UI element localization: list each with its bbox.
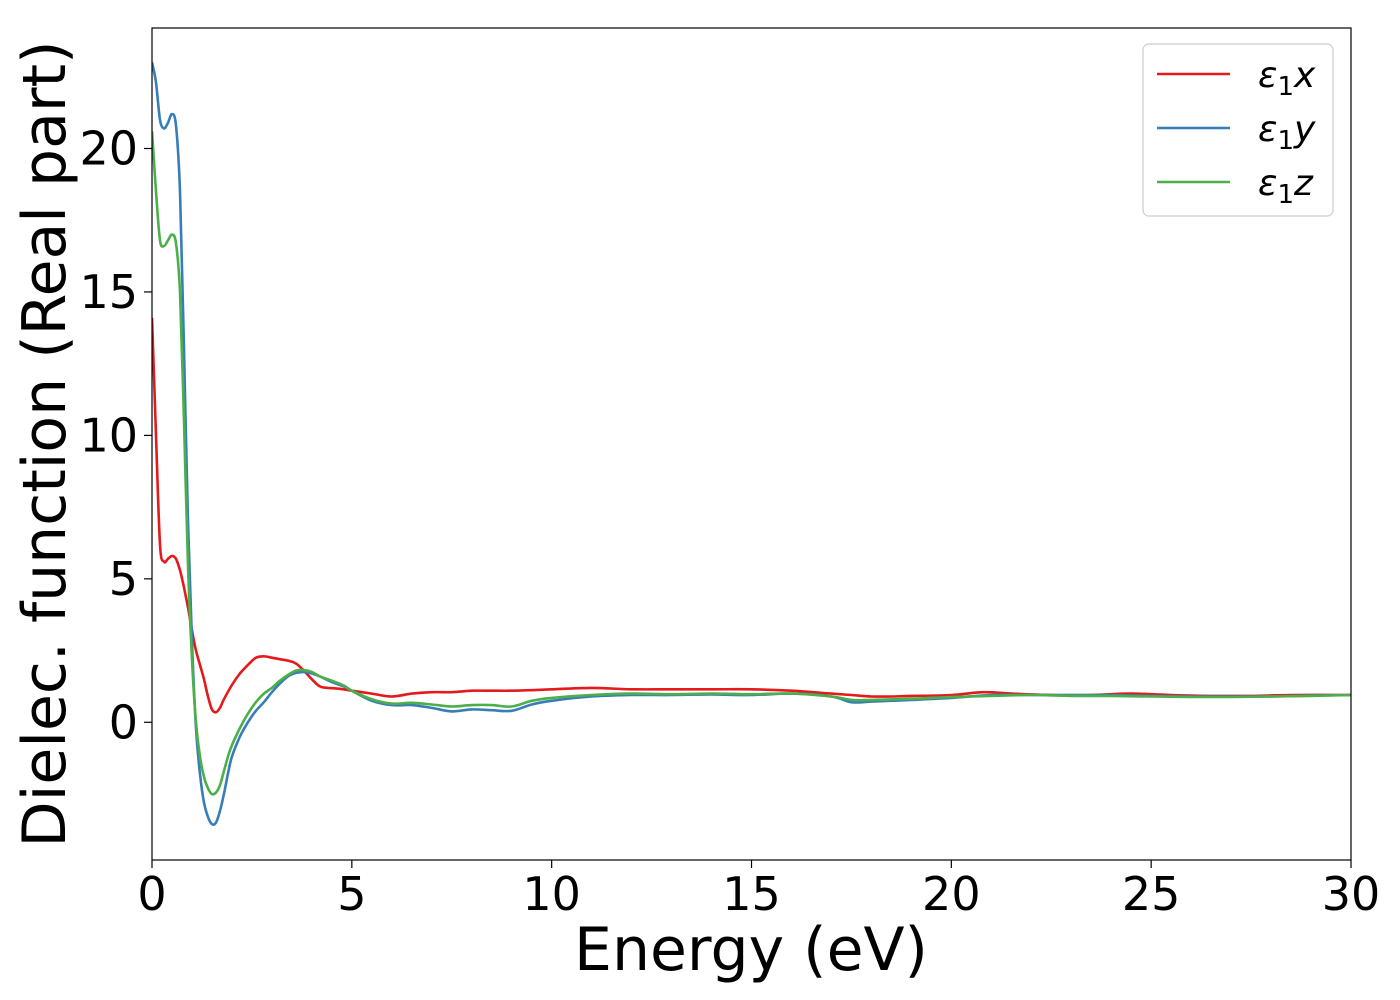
series-line-x: [152, 317, 1351, 714]
legend-label-y: ε1y: [1258, 109, 1316, 156]
x-tick-label: 30: [1322, 867, 1381, 921]
x-axis-title: Energy (eV): [574, 915, 928, 985]
legend-label-x: ε1x: [1258, 55, 1316, 102]
x-tick-label: 10: [522, 867, 581, 921]
y-tick-label: 15: [79, 265, 138, 319]
y-tick-label: 5: [109, 552, 138, 606]
y-tick-label: 20: [79, 121, 138, 175]
x-tick-label: 5: [337, 867, 366, 921]
x-tick-label: 25: [1122, 867, 1181, 921]
x-tick-label: 20: [922, 867, 981, 921]
legend-label-z: ε1z: [1258, 163, 1314, 210]
legend-component: z: [1293, 163, 1314, 204]
x-tick-label: 0: [137, 867, 166, 921]
x-tick-label: 15: [722, 867, 781, 921]
legend-component: x: [1293, 55, 1316, 96]
legend-symbol: ε: [1258, 109, 1277, 150]
y-axis-title: Dielec. function (Real part): [10, 41, 80, 848]
legend-subscript: 1: [1277, 126, 1294, 156]
y-axis: 0 5 10 15 20: [79, 121, 152, 749]
legend-subscript: 1: [1277, 72, 1294, 102]
series-layer: [152, 62, 1351, 826]
y-tick-label: 0: [109, 695, 138, 749]
x-axis: 0 5 10 15 20 25 30: [137, 860, 1380, 921]
legend-subscript: 1: [1277, 180, 1294, 210]
legend-symbol: ε: [1258, 163, 1277, 204]
series-line-z: [152, 131, 1351, 796]
legend-component: y: [1293, 109, 1316, 150]
legend-symbol: ε: [1258, 55, 1277, 96]
y-tick-label: 10: [79, 408, 138, 462]
legend-frame: [1142, 43, 1334, 217]
